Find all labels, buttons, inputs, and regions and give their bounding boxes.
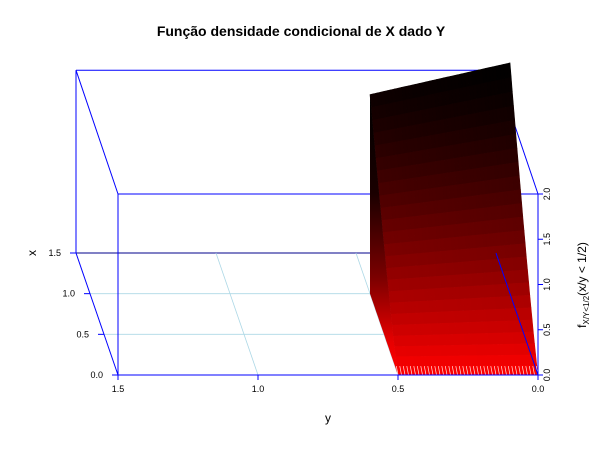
- surface-mesh-edge: [497, 366, 500, 376]
- surface-mesh-edge: [413, 366, 416, 376]
- surface-mesh-edge: [406, 366, 409, 376]
- surface-mesh-edge: [504, 366, 507, 376]
- surface-mesh-edge: [423, 366, 427, 376]
- box-edge-top-left: [75, 70, 119, 195]
- x-tick-label: 1.0: [62, 289, 75, 299]
- z-tick-label: 2.0: [542, 188, 552, 201]
- x-tick-label: 1.5: [48, 248, 61, 258]
- surface-mesh-edge: [486, 366, 490, 376]
- surface-mesh-edge: [514, 366, 518, 376]
- surface-mesh-edge: [518, 366, 521, 376]
- surface-mesh-edge: [511, 366, 514, 376]
- y-tick-label: 0.0: [532, 384, 545, 394]
- surface-mesh-edge: [416, 366, 420, 376]
- surface-mesh-edge: [532, 366, 535, 376]
- surface-mesh-edge: [448, 366, 451, 376]
- surface-mesh-edge: [427, 366, 430, 376]
- x-tick-label: 0.5: [76, 329, 89, 339]
- axis-ticks: 1.5 1.0 0.5 0.0 0.0 0.5 1.0 1.5 0.0 0.5 1.0 1.5 2.0: [48, 188, 552, 394]
- surface-mesh-edge: [430, 366, 434, 376]
- surface-mesh-edge: [420, 366, 423, 376]
- surface-mesh-edge: [465, 366, 469, 376]
- z-tick-label: 0.5: [542, 323, 552, 336]
- surface-mesh-edge: [451, 366, 455, 376]
- x-axis-label: x: [25, 250, 39, 256]
- surface-mesh-edge: [500, 366, 504, 376]
- surface-mesh-edge: [472, 366, 476, 376]
- density-surface: [369, 62, 539, 376]
- z-tick-label: 1.0: [542, 278, 552, 291]
- grid-line-y: [215, 252, 259, 376]
- surface-mesh-edge: [483, 366, 486, 376]
- surface-mesh-edge: [493, 366, 497, 376]
- surface-mesh-edge: [455, 366, 458, 376]
- z-tick-label: 1.5: [542, 233, 552, 246]
- surface-mesh-edge: [528, 366, 532, 376]
- y-tick-label: 1.5: [112, 384, 125, 394]
- surface-mesh-edge: [434, 366, 437, 376]
- surface-mesh-edge: [507, 366, 511, 376]
- box-edge-floor-right: [495, 252, 539, 376]
- z-axis-label-sub: X/Y<1/2: [582, 295, 591, 324]
- y-tick-label: 1.0: [252, 384, 265, 394]
- surface-mesh-edge: [395, 366, 399, 376]
- surface-mesh-edge: [437, 366, 441, 376]
- z-axis-label-rest: (x/y < 1/2): [575, 242, 589, 296]
- surface-mesh-edge: [458, 366, 462, 376]
- z-axis-label: fX/Y<1/2(x/y < 1/2): [575, 242, 591, 328]
- box-edge-floor-left: [75, 252, 119, 376]
- surface-mesh-edge: [490, 366, 493, 376]
- surface-mesh-edge: [402, 366, 406, 376]
- z-axis-label-f: f: [575, 324, 589, 328]
- box-front-frame: [75, 194, 539, 376]
- surface-mesh-edge: [462, 366, 465, 376]
- surface-mesh-edge: [525, 366, 528, 376]
- surface-mesh-edge: [441, 366, 444, 376]
- x-tick-label: 0.0: [90, 370, 103, 380]
- y-axis-label: y: [325, 411, 331, 425]
- surface-mesh-edge: [409, 366, 413, 376]
- y-tick-label: 0.5: [392, 384, 405, 394]
- surface-mesh-edge: [479, 366, 483, 376]
- surface-mesh-edge: [399, 366, 402, 376]
- surface-side-face: [370, 94, 398, 375]
- z-tick-label: 0.0: [542, 369, 552, 382]
- surface-mesh-edge: [444, 366, 448, 376]
- surface-mesh-edge: [521, 366, 525, 376]
- surface-mesh-edge: [469, 366, 472, 376]
- surface-mesh-edge: [476, 366, 479, 376]
- chart-title: Função densidade condicional de X dado Y: [157, 23, 446, 39]
